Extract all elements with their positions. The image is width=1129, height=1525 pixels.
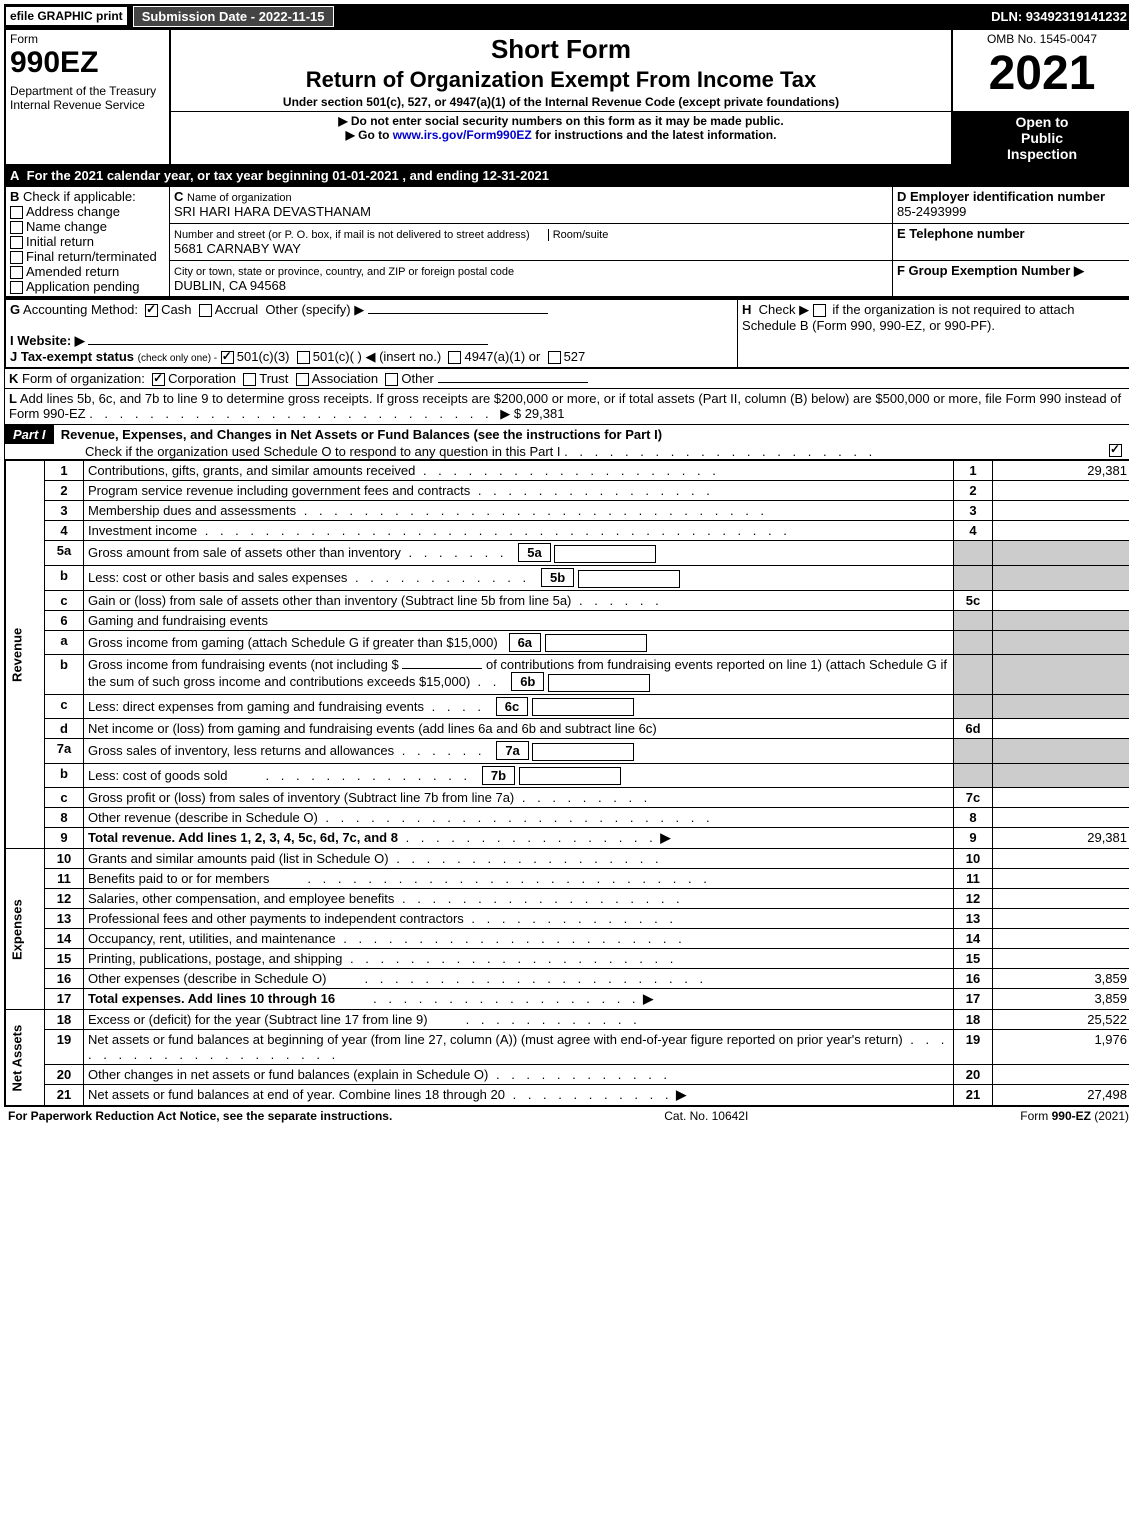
line21-value: 27,498: [993, 1085, 1129, 1107]
public: Public: [957, 130, 1127, 146]
paperwork-notice: For Paperwork Reduction Act Notice, see …: [8, 1109, 392, 1123]
4947-checkbox[interactable]: [448, 351, 461, 364]
open-to: Open to: [957, 114, 1127, 130]
page-footer: For Paperwork Reduction Act Notice, see …: [4, 1107, 1129, 1125]
line16-value: 3,859: [993, 969, 1129, 989]
section-k: K Form of organization: Corporation Trus…: [4, 369, 1129, 389]
schedule-o-checkbox[interactable]: [1109, 444, 1122, 457]
dln-number: DLN: 93492319141232: [991, 9, 1129, 24]
cat-number: Cat. No. 10642I: [664, 1109, 748, 1123]
form-ref: Form 990-EZ (2021): [1020, 1109, 1129, 1123]
dept-treasury: Department of the Treasury: [10, 84, 165, 98]
line18-value: 25,522: [993, 1010, 1129, 1030]
527-checkbox[interactable]: [548, 351, 561, 364]
line1-text: Contributions, gifts, grants, and simila…: [84, 461, 954, 481]
irs-link[interactable]: www.irs.gov/Form990EZ: [393, 128, 532, 142]
org-name: SRI HARI HARA DEVASTHANAM: [174, 204, 371, 219]
submission-date: Submission Date - 2022-11-15: [133, 6, 334, 27]
section-l: L Add lines 5b, 6c, and 7b to line 9 to …: [4, 389, 1129, 425]
part1-header: Part I Revenue, Expenses, and Changes in…: [4, 425, 1129, 460]
group-exemption-label: F Group Exemption Number: [897, 263, 1070, 278]
ein-label: D Employer identification number: [897, 189, 1105, 204]
omb-number: OMB No. 1545-0047: [957, 32, 1127, 46]
form-header-table: Form 990EZ Department of the Treasury In…: [4, 28, 1129, 166]
schedule-b-checkbox[interactable]: [813, 304, 826, 317]
info-table: B Check if applicable: Address change Na…: [4, 185, 1129, 298]
top-bar: efile GRAPHIC print Submission Date - 20…: [4, 4, 1129, 28]
short-form-title: Short Form: [175, 34, 947, 65]
cash-checkbox[interactable]: [145, 304, 158, 317]
revenue-label: Revenue: [5, 461, 45, 849]
line1-value: 29,381: [993, 461, 1129, 481]
ssn-warning: ▶ Do not enter social security numbers o…: [175, 114, 947, 128]
trust-checkbox[interactable]: [243, 373, 256, 386]
line9-value: 29,381: [993, 828, 1129, 849]
name-change-checkbox[interactable]: [10, 221, 23, 234]
form-number: 990EZ: [10, 46, 165, 80]
corporation-checkbox[interactable]: [152, 373, 165, 386]
form-word: Form: [10, 32, 165, 46]
amended-return-checkbox[interactable]: [10, 266, 23, 279]
line19-value: 1,976: [993, 1030, 1129, 1065]
ein-value: 85-2493999: [897, 204, 966, 219]
irs: Internal Revenue Service: [10, 98, 165, 112]
street-address: 5681 CARNABY WAY: [174, 241, 301, 256]
inspection: Inspection: [957, 146, 1127, 162]
501c3-checkbox[interactable]: [221, 351, 234, 364]
phone-label: E Telephone number: [897, 226, 1025, 241]
main-title: Return of Organization Exempt From Incom…: [175, 67, 947, 93]
application-pending-checkbox[interactable]: [10, 281, 23, 294]
initial-return-checkbox[interactable]: [10, 236, 23, 249]
part1-table: Revenue 1 Contributions, gifts, grants, …: [4, 460, 1129, 1107]
association-checkbox[interactable]: [296, 373, 309, 386]
efile-print-button[interactable]: efile GRAPHIC print: [6, 7, 127, 25]
goto-link[interactable]: ▶ Go to www.irs.gov/Form990EZ for instru…: [175, 128, 947, 142]
other-org-checkbox[interactable]: [385, 373, 398, 386]
net-assets-label: Net Assets: [5, 1010, 45, 1107]
tax-year: 2021: [957, 46, 1127, 101]
under-section: Under section 501(c), 527, or 4947(a)(1)…: [175, 95, 947, 109]
accrual-checkbox[interactable]: [199, 304, 212, 317]
section-a: A For the 2021 calendar year, or tax yea…: [4, 166, 1129, 185]
501c-checkbox[interactable]: [297, 351, 310, 364]
final-return-checkbox[interactable]: [10, 251, 23, 264]
city-state-zip: DUBLIN, CA 94568: [174, 278, 286, 293]
expenses-label: Expenses: [5, 849, 45, 1010]
gh-table: G Accounting Method: Cash Accrual Other …: [4, 298, 1129, 369]
line17-value: 3,859: [993, 989, 1129, 1010]
address-change-checkbox[interactable]: [10, 206, 23, 219]
